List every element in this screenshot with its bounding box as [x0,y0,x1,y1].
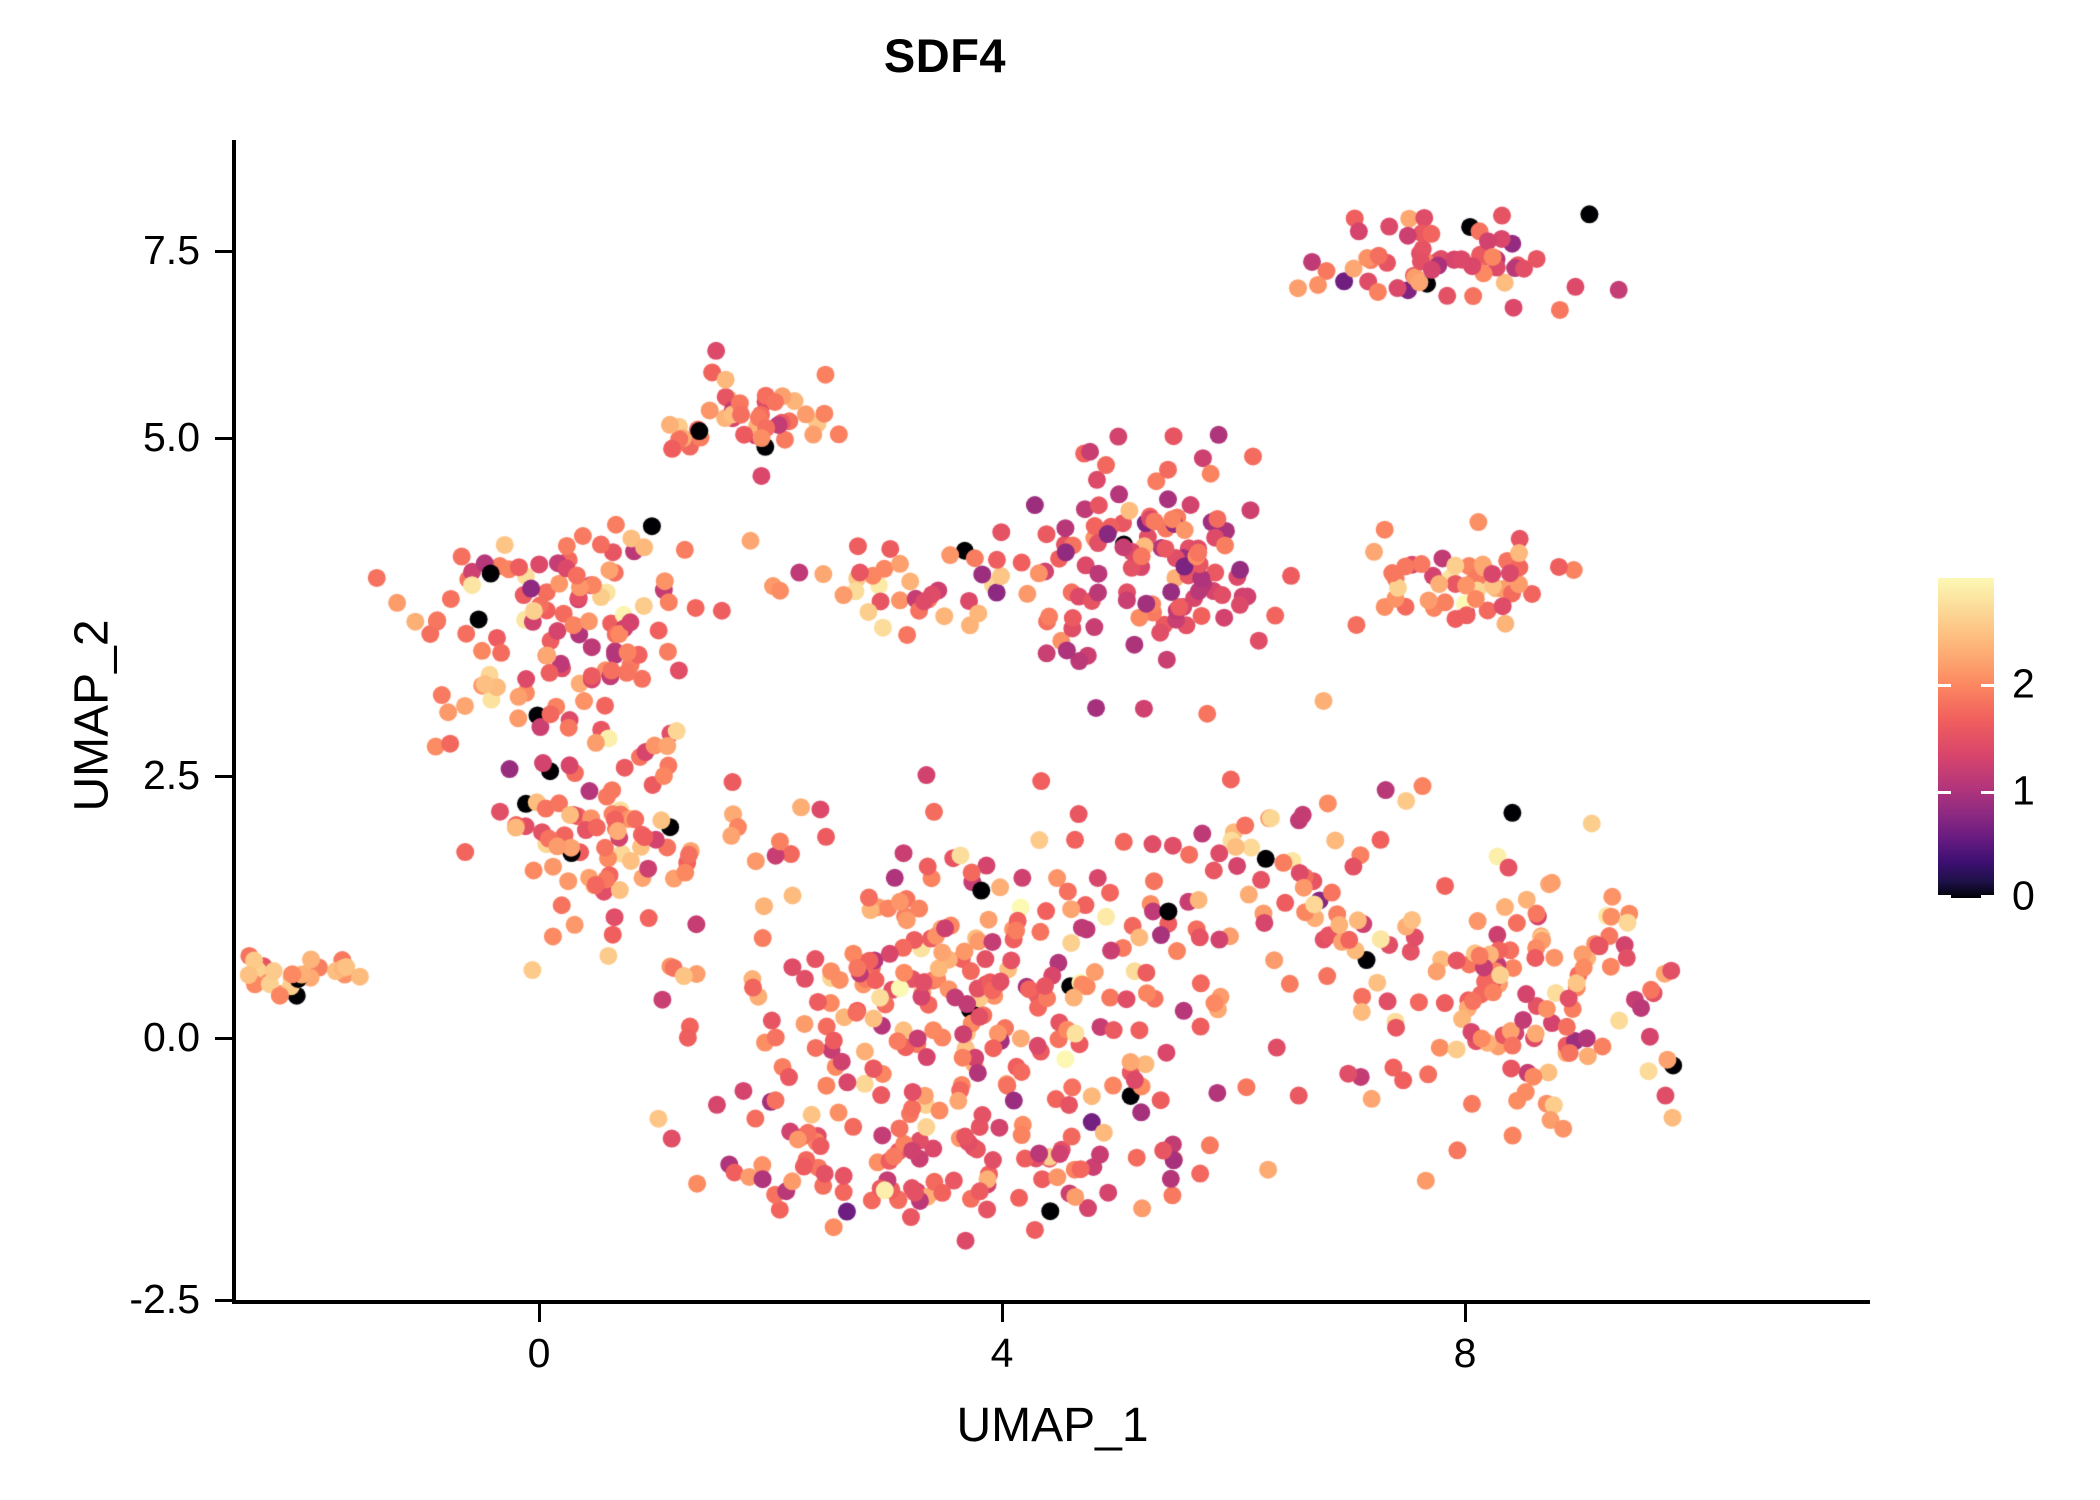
y-tick-label--2.5: -2.5 [129,1276,200,1322]
legend-tick-2-left [1938,684,1951,687]
scatter-canvas [235,140,1870,1302]
color-legend-gradient-bar [1938,578,1994,898]
y-axis-title: UMAP_2 [65,619,119,812]
x-axis-line [232,1300,1870,1304]
legend-label-0: 0 [2012,872,2035,919]
x-tick-mark-0 [538,1304,541,1322]
x-tick-label-0: 0 [527,1330,551,1376]
y-tick-mark--2.5 [215,1299,233,1302]
y-axis-line [232,140,236,1304]
y-tick-mark-0.0 [215,1037,233,1040]
y-tick-mark-7.5 [215,250,233,253]
y-tick-mark-5.0 [215,437,233,440]
legend-tick-0-left [1938,895,1951,898]
legend-label-1: 1 [2012,767,2035,814]
color-legend: 2 1 0 [1938,578,2035,916]
x-tick-label-4: 4 [990,1330,1014,1376]
x-axis-title: UMAP_1 [956,1399,1149,1452]
x-tick-mark-8 [1464,1304,1467,1322]
y-tick-label-5.0: 5.0 [143,414,200,460]
y-tick-label-0.0: 0.0 [143,1014,200,1060]
legend-tick-1-left [1938,791,1951,794]
plot-title: SDF4 [883,29,1007,82]
legend-tick-2-right [1981,684,1994,687]
plot-panel [235,140,1870,1302]
x-tick-mark-4 [1001,1304,1004,1322]
legend-tick-1-right [1981,791,1994,794]
y-tick-label-7.5: 7.5 [143,227,200,273]
legend-tick-0-right [1981,895,1994,898]
x-tick-label-8: 8 [1453,1330,1477,1376]
y-tick-label-2.5: 2.5 [143,752,200,798]
y-tick-mark-2.5 [215,775,233,778]
legend-label-2: 2 [2012,660,2035,707]
